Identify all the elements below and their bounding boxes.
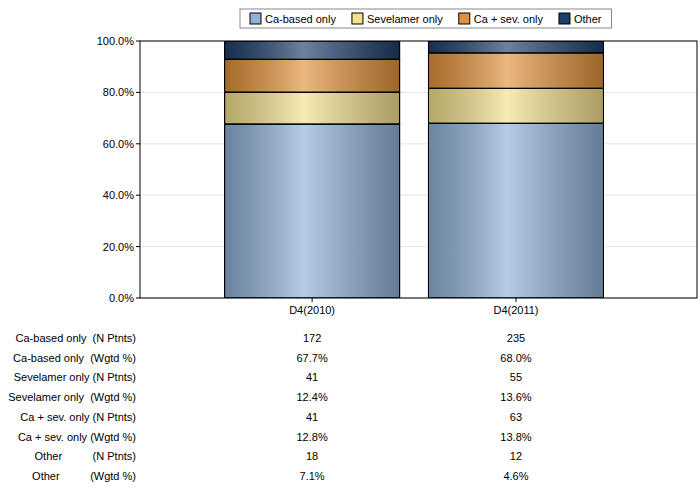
table-cell: 7.1% (300, 470, 325, 482)
bar-shading (428, 123, 603, 298)
bar-shading (428, 53, 603, 88)
bar-segment (225, 124, 400, 298)
bar-segment (428, 123, 603, 298)
table-cell: 67.7% (297, 352, 328, 364)
row-label: Ca + sev. only (Wgtd %) (18, 431, 136, 443)
row-label: Sevelamer only (N Ptnts) (14, 371, 136, 383)
table-cell: 63 (510, 411, 522, 423)
data-table: Ca-based only (N Ptnts) 172 235 Ca-based on… (8, 332, 532, 482)
y-tick (136, 92, 140, 93)
table-cell: 4.6% (503, 470, 528, 482)
row-label: Ca-based only (N Ptnts) (16, 332, 136, 344)
y-tick (136, 41, 140, 42)
legend-swatch (250, 13, 261, 24)
legend-swatch (352, 13, 363, 24)
row-label: Ca + sev. only (N Ptnts) (20, 411, 136, 423)
bar-shading (428, 88, 603, 123)
table-cell: 68.0% (500, 352, 531, 364)
row-label: Sevelamer only (Wgtd %) (8, 391, 136, 403)
row-label: Other (N Ptnts) (35, 450, 136, 462)
chart: 0.0% 20.0% 40.0% 60.0% 80.0% 100.0% D4(2010) D4… (0, 0, 700, 500)
bar-shading (225, 124, 400, 298)
table-cell: 235 (507, 332, 525, 344)
legend-label: Sevelamer only (367, 13, 443, 25)
x-tick (515, 298, 516, 302)
bar-shading (225, 59, 400, 92)
table-cell: 55 (510, 371, 522, 383)
legend-swatch (559, 13, 570, 24)
grid-line (140, 92, 697, 93)
x-tick-label: D4(2011) (493, 304, 538, 316)
plot-frame (140, 41, 697, 298)
bar-segment (225, 59, 400, 92)
legend-label: Other (574, 13, 602, 25)
table-cell: 41 (306, 371, 318, 383)
bar-shading (225, 41, 400, 59)
x-tick (312, 298, 313, 302)
y-tick (136, 195, 140, 196)
table-cell: 13.8% (500, 431, 531, 443)
grid-line (140, 195, 697, 196)
row-label: Other (Wgtd %) (32, 470, 136, 482)
bar-shading (225, 92, 400, 124)
y-tick (136, 246, 140, 247)
bar-segment (225, 92, 400, 124)
row-label: Ca-based only (Wgtd %) (13, 352, 136, 364)
y-tick-label: 20.0% (103, 241, 134, 253)
bar-segment (428, 53, 603, 88)
grid-line (140, 143, 697, 144)
legend-label: Ca + sev. only (474, 13, 544, 25)
y-tick-label: 80.0% (103, 86, 134, 98)
table-cell: 13.6% (500, 391, 531, 403)
bar-segment (225, 41, 400, 59)
bar-segment (428, 41, 603, 53)
y-tick-label: 0.0% (109, 292, 134, 304)
bar-segment (428, 88, 603, 123)
table-cell: 41 (306, 411, 318, 423)
table-cell: 18 (306, 450, 318, 462)
legend-box (240, 9, 611, 28)
legend-label: Ca-based only (265, 13, 336, 25)
table-cell: 172 (303, 332, 321, 344)
y-tick-label: 60.0% (103, 138, 134, 150)
bar-shading (428, 41, 603, 53)
y-tick (136, 143, 140, 144)
y-tick-label: 40.0% (103, 189, 134, 201)
table-cell: 12.4% (297, 391, 328, 403)
y-tick-label: 100.0% (97, 35, 135, 47)
bars (225, 41, 604, 298)
table-cell: 12 (510, 450, 522, 462)
grid-line (140, 246, 697, 247)
table-cell: 12.8% (297, 431, 328, 443)
x-tick-label: D4(2010) (289, 304, 335, 316)
y-tick (136, 298, 140, 299)
legend: Ca-based only Sevelamer only Ca + sev. onl… (240, 9, 611, 28)
legend-swatch (459, 13, 470, 24)
